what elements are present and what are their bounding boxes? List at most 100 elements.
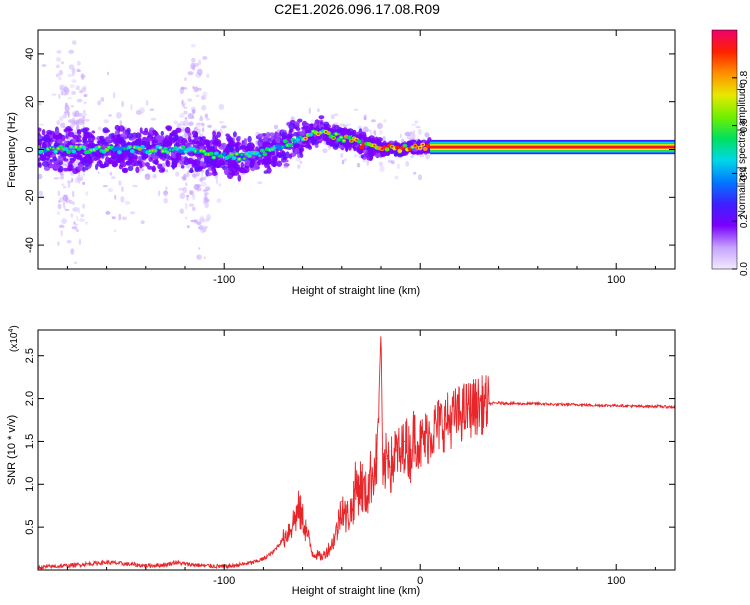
heatmap-speckle — [72, 120, 76, 127]
snr-data-point — [384, 466, 386, 468]
heatmap-speckle — [221, 125, 227, 129]
heatmap-cell — [52, 156, 57, 162]
heatmap-speckle — [202, 56, 208, 60]
snr-data-point — [488, 403, 490, 405]
snr-data-point — [615, 404, 617, 406]
heatmap-speckle — [412, 134, 416, 141]
heatmap-speckle — [139, 107, 145, 114]
y-tick-label: 1.0 — [24, 477, 36, 492]
heatmap-speckle — [78, 118, 83, 123]
snr-data-point — [458, 413, 460, 415]
heatmap-speckle — [107, 187, 113, 193]
heatmap-cell — [347, 128, 351, 133]
heatmap-cell — [79, 157, 84, 163]
heatmap-cell — [199, 142, 205, 147]
heatmap-speckle — [206, 214, 211, 221]
heatmap-speckle — [120, 186, 124, 193]
heatmap-ridge-core — [360, 146, 363, 149]
heatmap-speckle — [184, 117, 188, 120]
heatmap-cell — [352, 142, 358, 146]
heatmap-speckle — [149, 108, 155, 111]
heatmap-speckle — [76, 215, 79, 222]
heatmap-cell — [232, 131, 237, 138]
heatmap-cell — [144, 127, 149, 133]
heatmap-speckle — [59, 86, 64, 91]
snr-data-point — [145, 566, 147, 568]
heatmap-speckle — [193, 86, 199, 93]
heatmap-speckle — [38, 103, 42, 106]
heatmap-cell — [95, 163, 99, 171]
heatmap-ridge-core — [184, 150, 187, 153]
heatmap-cell — [162, 141, 169, 148]
heatmap-ridge-cell — [129, 149, 135, 154]
heatmap-speckle — [295, 156, 302, 162]
heatmap-cell — [226, 144, 233, 149]
snr-data-point — [305, 530, 308, 533]
snr-plot-area — [38, 330, 675, 570]
heatmap-ridge-core — [69, 145, 73, 148]
heatmap-speckle — [370, 119, 376, 123]
heatmap-speckle — [418, 174, 422, 181]
heatmap-cell — [119, 133, 125, 138]
heatmap-cell — [118, 164, 123, 170]
heatmap-speckle — [59, 172, 62, 176]
heatmap-cell — [211, 171, 218, 177]
heatmap-cell — [237, 167, 245, 172]
heatmap-speckle — [68, 199, 73, 204]
heatmap-cell — [91, 130, 96, 134]
heatmap-cell — [216, 131, 221, 138]
heatmap-speckle — [58, 77, 62, 81]
heatmap-cell — [41, 142, 47, 150]
heatmap-ridge-core — [238, 158, 241, 161]
heatmap-speckle — [414, 120, 419, 124]
colorbar-ticks: 0.0 0.2 0.4 0.6 0.8 — [732, 70, 750, 276]
heatmap-cell — [168, 136, 174, 141]
heatmap-ridge-core — [240, 153, 243, 156]
heatmap-cell — [144, 162, 150, 167]
heatmap-speckle — [299, 161, 303, 164]
heatmap-cell — [50, 159, 54, 163]
heatmap-speckle — [67, 112, 70, 118]
snr-frame — [37, 329, 676, 571]
heatmap-cell — [194, 131, 198, 138]
heatmap-cell — [303, 125, 310, 130]
heatmap-cell — [111, 156, 115, 160]
heatmap-cell — [265, 131, 271, 139]
heatmap-speckle — [118, 213, 122, 221]
x-tick-label: 100 — [607, 274, 625, 286]
heatmap-speckle — [363, 116, 366, 121]
heatmap-speckle — [82, 203, 85, 209]
heatmap-cell — [105, 136, 111, 143]
y-tick-label: 40 — [24, 48, 36, 60]
snr-data-point — [282, 539, 284, 541]
snr-data-point — [321, 556, 323, 558]
heatmap-speckle — [77, 180, 81, 184]
heatmap-speckle — [118, 180, 122, 186]
heatmap-speckle — [179, 112, 185, 119]
heatmap-ridge-cell — [397, 148, 403, 153]
heatmap-cell — [167, 141, 173, 146]
heatmap-speckle — [121, 216, 128, 221]
heatmap-speckle — [38, 173, 43, 180]
snr-data-point — [556, 404, 559, 406]
heatmap-cell — [301, 129, 306, 137]
heatmap-speckle — [70, 248, 75, 255]
heatmap-speckle — [69, 84, 75, 89]
heatmap-cell — [283, 159, 289, 163]
heatmap-speckle — [187, 113, 194, 120]
heatmap-speckle — [340, 153, 344, 158]
heatmap-cell — [260, 158, 265, 166]
heatmap-cell — [38, 135, 43, 140]
heatmap-speckle — [76, 175, 81, 181]
heatmap-cell — [150, 136, 156, 140]
heatmap-speckle — [376, 122, 383, 130]
heatmap-speckle — [83, 109, 86, 114]
heatmap-speckle — [65, 197, 70, 203]
heatmap-speckle — [191, 206, 196, 212]
heatmap-cell — [157, 163, 163, 170]
heatmap-speckle — [135, 109, 142, 115]
heatmap-speckle — [198, 59, 202, 66]
heatmap-cell — [227, 165, 233, 171]
heatmap-cell — [277, 152, 282, 157]
heatmap-ridge-core — [413, 144, 417, 147]
